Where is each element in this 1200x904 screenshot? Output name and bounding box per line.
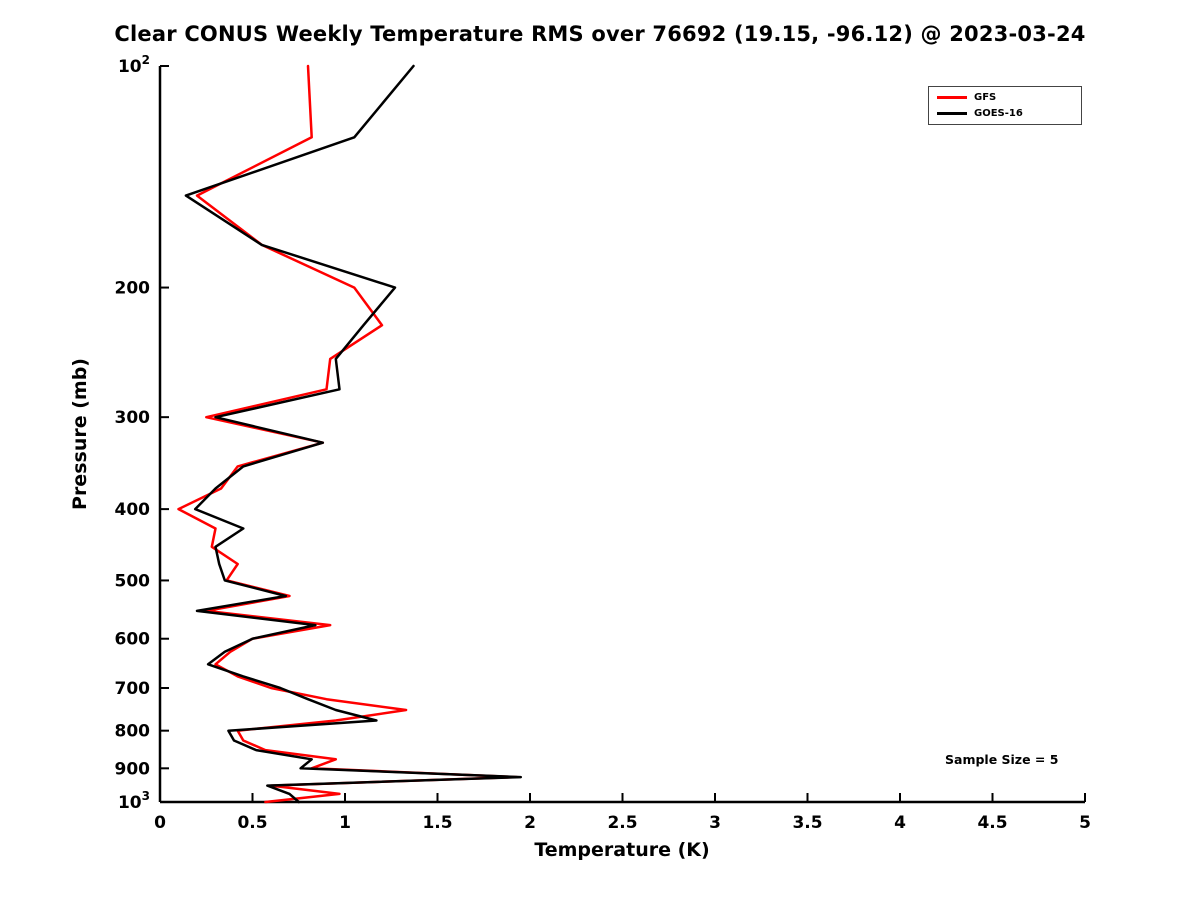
- y-axis-label: Pressure (mb): [69, 358, 91, 510]
- x-tick-label: 5: [1079, 813, 1091, 833]
- y-tick-label: 900: [115, 759, 151, 779]
- gfs-line-sample: [937, 96, 967, 99]
- legend-entry-goes16: GOES-16: [937, 107, 1073, 120]
- x-tick-label: 1.5: [422, 813, 452, 833]
- x-tick-label: 4: [894, 813, 906, 833]
- legend-entry-gfs: GFS: [937, 91, 1073, 104]
- y-tick-label: 500: [115, 571, 151, 591]
- legend-label-gfs: GFS: [974, 91, 997, 103]
- legend-label-goes16: GOES-16: [974, 107, 1023, 119]
- y-tick-label: 800: [115, 722, 151, 742]
- series-line-gfs: [177, 64, 519, 804]
- x-tick-label: 3.5: [792, 813, 822, 833]
- y-tick-label: 300: [115, 408, 151, 428]
- goes16-line-sample: [937, 112, 967, 115]
- y-tick-label: 103: [118, 789, 150, 813]
- x-axis-label: Temperature (K): [534, 839, 709, 861]
- y-tick-label: 700: [115, 679, 151, 699]
- x-tick-label: 0: [154, 813, 166, 833]
- legend[interactable]: GFS GOES-16: [928, 86, 1082, 125]
- x-tick-label: 4.5: [977, 813, 1007, 833]
- axes-layer: 0 0.5 1 1.5 2 2.5 3 3.5 4 4.5 5 102 200 300 400 500 600 7…: [115, 53, 1091, 833]
- y-tick-label: 200: [115, 279, 151, 299]
- y-tick-label: 102: [118, 53, 150, 77]
- x-tick-label: 1: [339, 813, 351, 833]
- chart-title: Clear CONUS Weekly Temperature RMS over …: [114, 22, 1086, 46]
- x-tick-label: 0.5: [237, 813, 267, 833]
- y-tick-label: 400: [115, 500, 151, 520]
- y-tick-label: 600: [115, 630, 151, 650]
- x-tick-label: 2.5: [607, 813, 637, 833]
- series-layer: [177, 64, 523, 804]
- x-tick-label: 3: [709, 813, 721, 833]
- series-line-goes-16: [184, 64, 523, 804]
- sample-size-annotation: Sample Size = 5: [945, 752, 1059, 767]
- x-tick-label: 2: [524, 813, 536, 833]
